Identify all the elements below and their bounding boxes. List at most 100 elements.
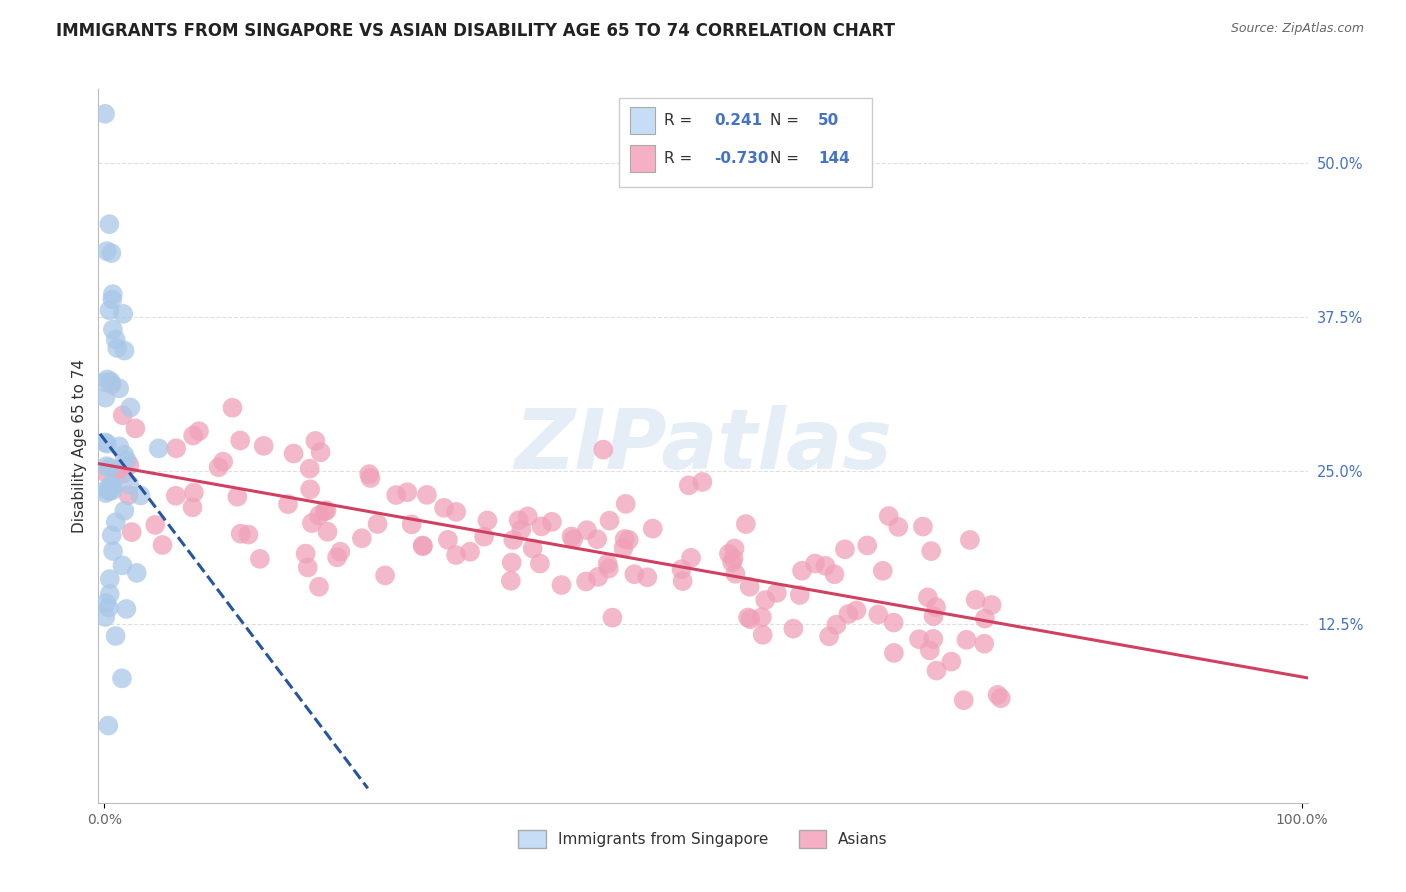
Point <box>221 401 243 415</box>
Point <box>367 516 389 531</box>
Point <box>789 588 811 602</box>
Point <box>98 572 121 586</box>
Point <box>314 504 336 518</box>
Point <box>458 545 481 559</box>
Point <box>308 580 330 594</box>
Point <box>868 607 890 622</box>
Point <box>613 532 636 546</box>
Point <box>129 488 152 502</box>
Point <box>94 610 117 624</box>
Point <box>734 517 756 532</box>
Point <box>477 513 499 527</box>
Point <box>125 566 148 580</box>
Point <box>818 629 841 643</box>
Point <box>117 488 139 502</box>
Point <box>124 421 146 435</box>
Point <box>94 486 117 500</box>
Point <box>920 544 942 558</box>
Point <box>105 341 128 355</box>
Point <box>100 477 122 491</box>
Point <box>98 587 121 601</box>
Point <box>717 547 740 561</box>
Point <box>112 307 135 321</box>
Point <box>283 446 305 460</box>
Text: ZIPatlas: ZIPatlas <box>515 406 891 486</box>
Point <box>111 558 134 573</box>
Point <box>111 409 134 423</box>
Point <box>114 343 136 358</box>
Point <box>804 557 827 571</box>
Point <box>108 381 131 395</box>
Text: N =: N = <box>770 113 800 128</box>
Point <box>751 628 773 642</box>
Point <box>350 531 373 545</box>
Point <box>115 453 138 467</box>
Point <box>433 500 456 515</box>
Point <box>98 303 121 318</box>
Point <box>922 609 945 624</box>
Point <box>437 533 460 547</box>
Point <box>112 504 135 518</box>
Point <box>277 497 299 511</box>
Point <box>96 459 118 474</box>
Point <box>94 466 117 480</box>
Point <box>908 632 931 647</box>
Point <box>101 483 124 498</box>
Point <box>101 544 124 558</box>
Point <box>108 439 131 453</box>
Point <box>737 610 759 624</box>
Point <box>299 483 322 497</box>
Point <box>834 542 856 557</box>
Point <box>101 479 124 493</box>
Point <box>97 718 120 732</box>
Point <box>872 564 894 578</box>
Point <box>973 637 995 651</box>
Point <box>112 448 135 462</box>
Point <box>94 107 117 121</box>
Point <box>681 550 703 565</box>
Text: IMMIGRANTS FROM SINGAPORE VS ASIAN DISABILITY AGE 65 TO 74 CORRELATION CHART: IMMIGRANTS FROM SINGAPORE VS ASIAN DISAB… <box>56 22 896 40</box>
Point <box>100 246 122 260</box>
Point <box>412 539 434 553</box>
Point <box>550 578 572 592</box>
Point <box>212 455 235 469</box>
Point <box>359 467 381 482</box>
Point <box>112 467 135 481</box>
Point <box>560 529 582 543</box>
Point <box>238 527 260 541</box>
Point <box>94 391 117 405</box>
Point <box>672 574 695 588</box>
Point <box>107 462 129 476</box>
Point <box>562 533 585 547</box>
Point <box>444 505 467 519</box>
Text: R =: R = <box>664 113 692 128</box>
Point <box>100 377 122 392</box>
Point <box>990 691 1012 706</box>
Point <box>499 574 522 588</box>
Point <box>692 475 714 489</box>
Point <box>96 244 118 259</box>
Point <box>359 471 381 485</box>
Point <box>396 485 419 500</box>
Point <box>678 478 700 492</box>
Point <box>724 566 747 581</box>
Point <box>98 460 121 475</box>
Point <box>575 523 598 537</box>
Point <box>641 522 664 536</box>
Text: N =: N = <box>770 152 800 166</box>
Point <box>530 519 553 533</box>
Point <box>101 287 124 301</box>
Point <box>309 445 332 459</box>
Point <box>101 293 124 307</box>
Point <box>301 516 323 530</box>
Y-axis label: Disability Age 65 to 74: Disability Age 65 to 74 <box>72 359 87 533</box>
Point <box>612 541 634 555</box>
Point <box>723 541 745 556</box>
Point <box>740 612 762 626</box>
Point <box>329 545 352 559</box>
Point <box>298 461 321 475</box>
Point <box>253 439 276 453</box>
Point <box>883 615 905 630</box>
Point <box>754 593 776 607</box>
Point <box>814 558 837 573</box>
